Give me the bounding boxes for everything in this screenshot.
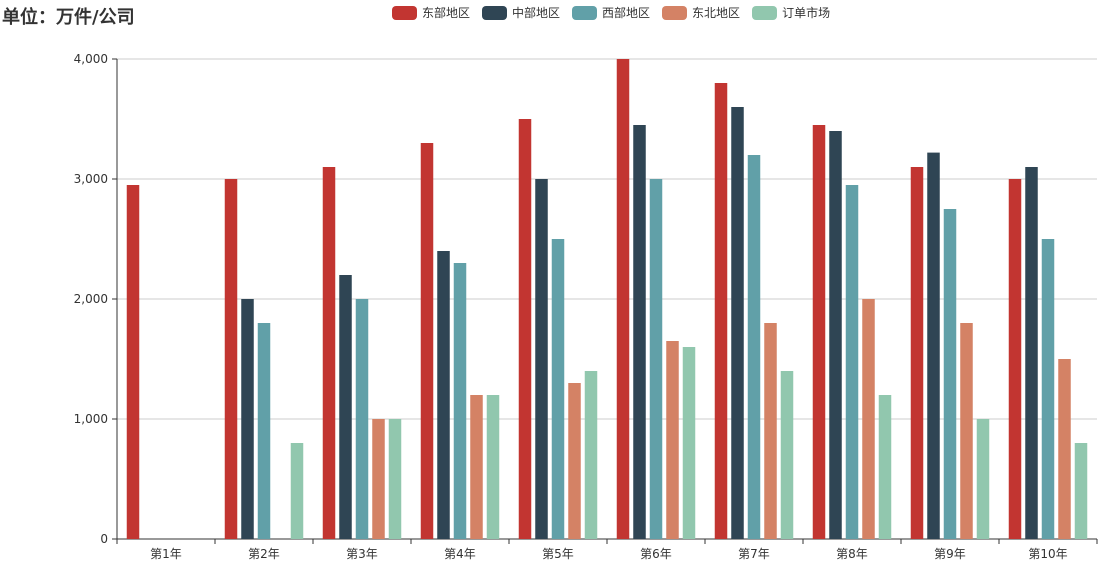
bar <box>241 299 254 539</box>
legend-item[interactable]: 东部地区 <box>392 4 470 21</box>
x-tick-label: 第8年 <box>836 547 868 561</box>
x-tick-label: 第10年 <box>1028 547 1067 561</box>
y-tick-label: 4,000 <box>74 52 108 66</box>
legend-label: 东部地区 <box>422 6 471 20</box>
bar <box>1074 443 1088 539</box>
x-tick-label: 第7年 <box>738 547 770 561</box>
bar <box>339 275 352 539</box>
bar <box>1041 239 1055 539</box>
x-tick-label: 第4年 <box>444 547 476 561</box>
bar <box>666 341 679 539</box>
y-tick-label: 0 <box>100 532 108 546</box>
bar <box>322 167 336 539</box>
bar <box>551 239 565 539</box>
legend-swatch <box>752 5 778 20</box>
bar <box>1058 359 1071 539</box>
bar <box>486 395 500 539</box>
bar <box>764 323 777 539</box>
bar <box>927 152 940 539</box>
bar <box>943 209 957 539</box>
bar <box>616 59 630 539</box>
legend-item[interactable]: 西部地区 <box>572 4 650 21</box>
bar <box>829 131 842 539</box>
legend-item[interactable]: 东北地区 <box>662 4 740 21</box>
bar <box>470 395 483 539</box>
bar <box>535 179 548 539</box>
bar <box>355 299 369 539</box>
chart-title: 单位：万件/公司 <box>2 7 135 28</box>
bar <box>845 185 859 539</box>
bar <box>976 419 990 539</box>
legend-label: 中部地区 <box>512 6 561 20</box>
bar <box>878 395 892 539</box>
y-tick-label: 2,000 <box>74 292 108 306</box>
bar <box>568 383 581 539</box>
bar <box>910 167 924 539</box>
x-tick-label: 第3年 <box>346 547 378 561</box>
legend-swatch <box>482 5 508 20</box>
legend-swatch <box>392 5 417 20</box>
bar <box>453 263 467 539</box>
legend-swatch <box>572 5 598 20</box>
bar <box>812 125 826 539</box>
bar <box>780 371 794 539</box>
bar <box>126 185 140 539</box>
bar <box>290 443 304 539</box>
x-tick-label: 第9年 <box>934 547 966 561</box>
y-tick-label: 1,000 <box>74 412 108 426</box>
bar <box>747 155 761 539</box>
bar <box>518 119 532 539</box>
bar <box>224 179 238 539</box>
legend-label: 东北地区 <box>692 6 741 20</box>
legend-item[interactable]: 订单市场 <box>752 4 830 21</box>
legend-label: 西部地区 <box>602 6 651 20</box>
bar <box>420 143 434 539</box>
bar <box>372 419 385 539</box>
bar <box>437 251 450 539</box>
legend-item[interactable]: 中部地区 <box>482 4 560 21</box>
bar <box>584 371 598 539</box>
x-tick-label: 第2年 <box>248 547 280 561</box>
y-tick-label: 3,000 <box>74 172 108 186</box>
bar <box>388 419 402 539</box>
bar <box>714 83 728 539</box>
bar <box>731 107 744 539</box>
x-tick-label: 第1年 <box>150 547 182 561</box>
bar <box>1008 179 1022 539</box>
bar <box>862 299 875 539</box>
bar <box>960 323 973 539</box>
bar <box>1025 167 1038 539</box>
legend: 东部地区 中部地区 西部地区 东北地区 订单市场 <box>392 4 830 21</box>
bar <box>257 323 271 539</box>
legend-label: 订单市场 <box>782 6 831 20</box>
x-tick-label: 第6年 <box>640 547 672 561</box>
x-tick-label: 第5年 <box>542 547 574 561</box>
bar <box>649 179 663 539</box>
bar <box>682 347 696 539</box>
legend-swatch <box>662 5 688 20</box>
bar <box>633 125 646 539</box>
